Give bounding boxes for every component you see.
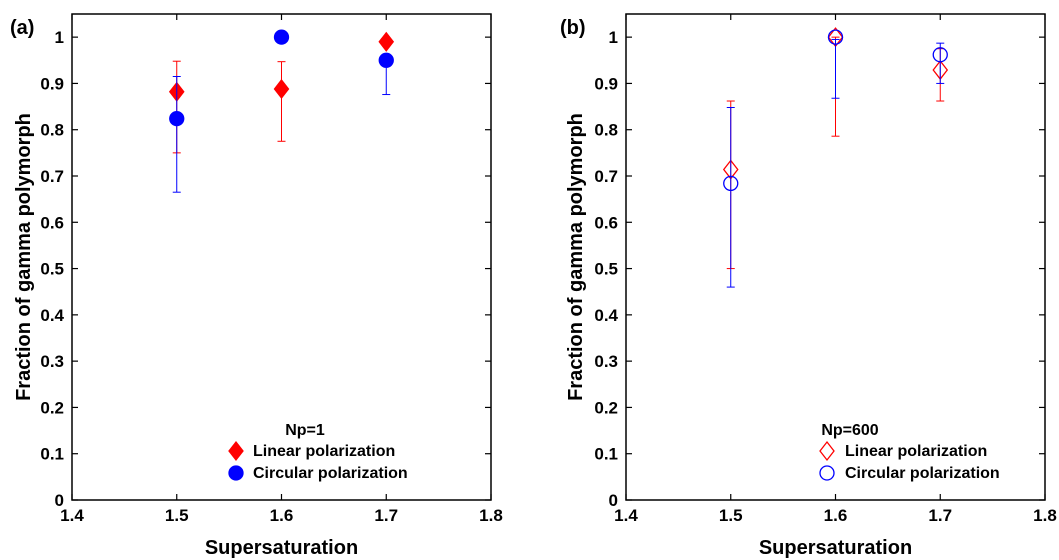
y-tick-label: 0.9: [594, 74, 618, 93]
x-tick-label: 1.8: [479, 506, 503, 525]
y-tick-label: 0.8: [40, 121, 64, 140]
y-tick-label: 0.4: [594, 306, 618, 325]
x-tick-label: 1.6: [270, 506, 294, 525]
data-point: [932, 47, 948, 63]
y-tick-label: 0: [55, 491, 64, 510]
x-axis-title: Supersaturation: [759, 537, 912, 559]
legend: Np=1 Linear polarization Circular polariza…: [228, 422, 408, 482]
data-point: [169, 110, 185, 127]
legend-label: Circular polarization: [253, 465, 408, 482]
x-tick-label: 1.5: [719, 506, 743, 525]
legend-label: Circular polarization: [845, 465, 1000, 482]
y-tick-label: 0.2: [594, 398, 618, 417]
panel-label: (a): [10, 17, 34, 39]
legend-label: Linear polarization: [253, 443, 395, 460]
x-tick-label: 1.4: [614, 506, 638, 525]
data-point: [273, 29, 290, 45]
data-point: [723, 175, 739, 192]
chart-panel-b: 1.4 1.5 1.6 1.7 1.8 0 0.1 0.2 0.3 0.4 0.5 0.6 0.7 0.8…: [560, 13, 1057, 559]
y-tick-label: 0.9: [40, 74, 64, 93]
x-tick-label: 1.6: [824, 506, 848, 525]
x-tick-label: 1.7: [374, 506, 398, 525]
series-circular: [169, 29, 394, 193]
y-tick-label: 1: [55, 28, 64, 47]
y-tick-label: 0: [609, 491, 618, 510]
y-axis-title: Fraction of gamma polymorph: [13, 113, 35, 401]
y-tick-label: 1: [609, 28, 618, 47]
legend-marker: [819, 440, 835, 462]
y-tick-label: 0.8: [594, 121, 618, 140]
y-tick-label: 0.6: [594, 213, 618, 232]
x-tick-label: 1.7: [928, 506, 952, 525]
y-tick-label: 0.3: [594, 352, 618, 371]
series-linear: [168, 31, 395, 154]
y-tick-label: 0.5: [40, 260, 64, 279]
legend-marker: [228, 440, 244, 462]
y-tick-label: 0.1: [594, 445, 618, 464]
x-tick-label: 1.5: [165, 506, 189, 525]
y-tick-label: 0.5: [594, 260, 618, 279]
y-tick-label: 0.7: [594, 167, 618, 186]
data-point: [273, 78, 290, 100]
legend-label: Linear polarization: [845, 443, 987, 460]
y-axis-title: Fraction of gamma polymorph: [565, 113, 587, 401]
legend-title: Np=600: [821, 422, 878, 439]
legend-marker: [819, 465, 835, 481]
data-point: [378, 52, 394, 68]
y-tick-label: 0.7: [40, 167, 64, 186]
y-tick-label: 0.4: [40, 306, 64, 325]
y-tick-label: 0.3: [40, 352, 64, 371]
data-point: [378, 31, 395, 52]
y-tick-label: 0.2: [40, 398, 64, 417]
y-tick-label: 0.6: [40, 213, 64, 232]
legend: Np=600 Linear polarization Circular polari…: [819, 422, 1000, 482]
data-point: [827, 29, 844, 45]
chart-panel-a: 1.4 1.5 1.6 1.7 1.8 0 0.1 0.2 0.3 0.4 0.5 0.6 0.7 0.8…: [10, 13, 503, 559]
series-circular: [723, 29, 948, 288]
panel-label: (b): [560, 17, 586, 39]
x-tick-label: 1.8: [1033, 506, 1057, 525]
legend-marker: [228, 465, 244, 481]
x-axis-title: Supersaturation: [205, 537, 358, 559]
y-tick-label: 0.1: [40, 445, 64, 464]
legend-title: Np=1: [285, 422, 325, 439]
x-tick-label: 1.4: [60, 506, 84, 525]
